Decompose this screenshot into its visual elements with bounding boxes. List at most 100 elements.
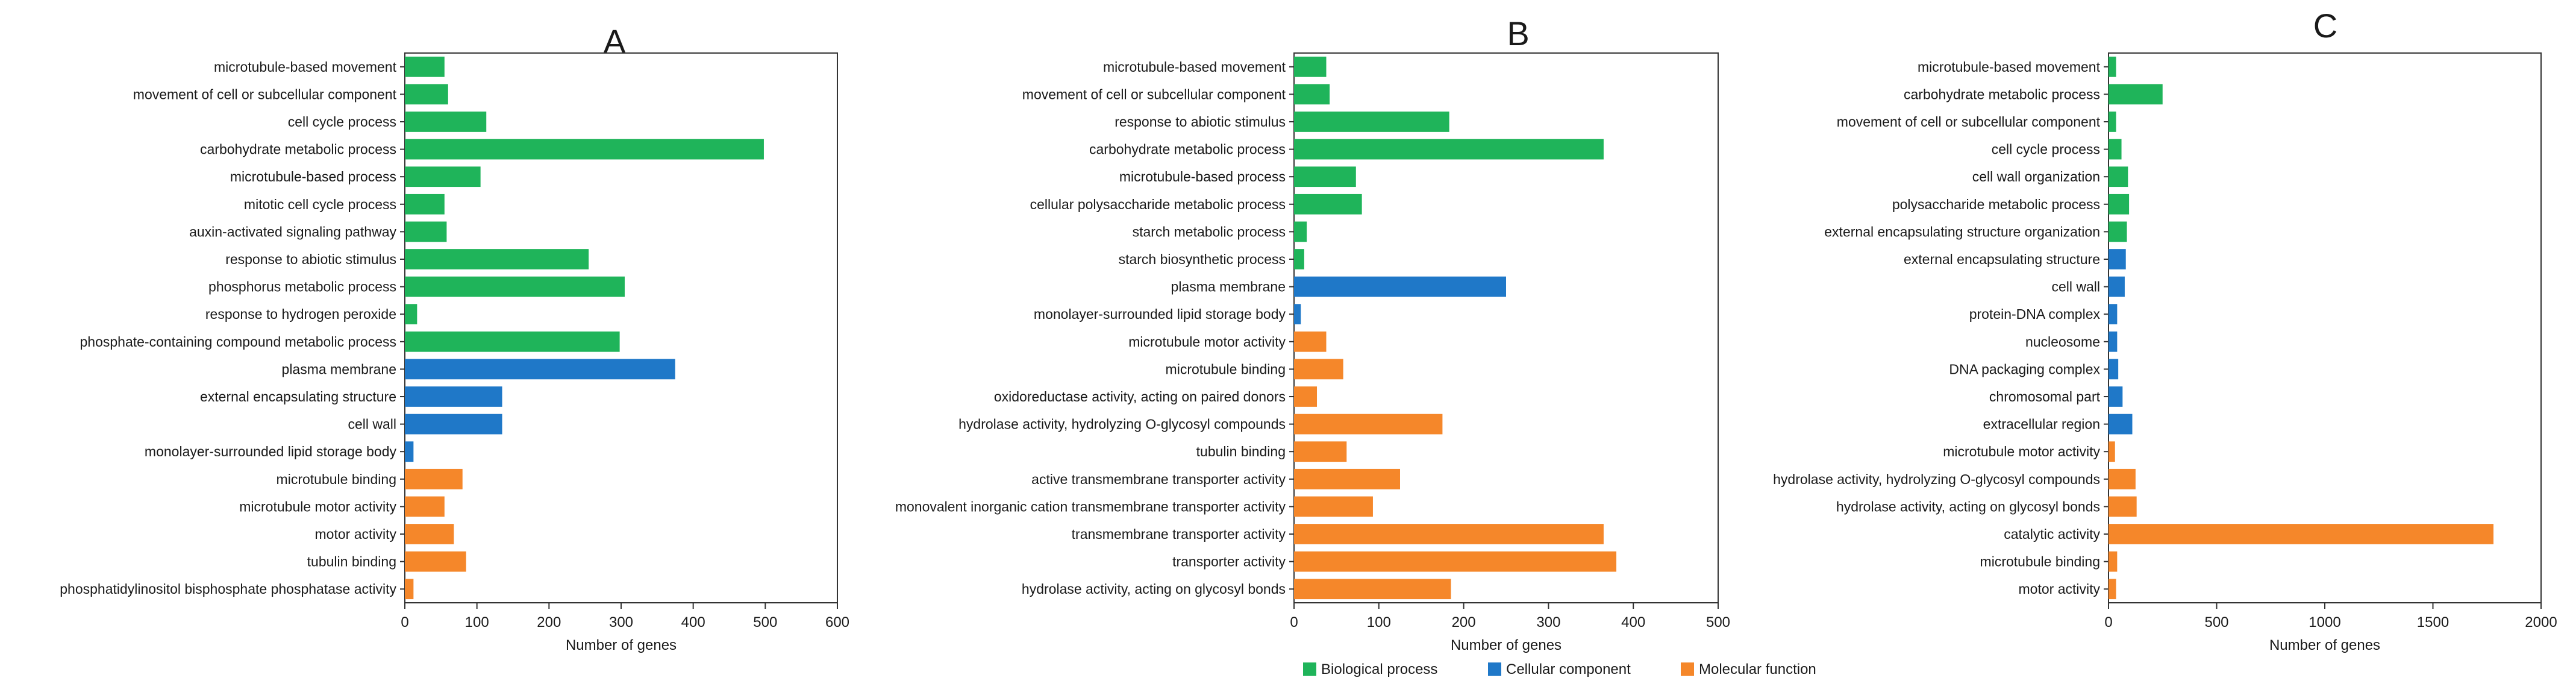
bar [2109,221,2127,242]
x-axis-title: Number of genes [566,637,677,653]
panel-title: B [1507,14,1529,52]
category-label: hydrolase activity, acting on glycosyl b… [1022,581,1286,597]
category-label: microtubule binding [1166,361,1286,377]
x-tick-label: 2000 [2525,614,2557,631]
category-label: tubulin binding [1196,444,1286,459]
category-label: microtubule motor activity [1128,334,1286,350]
bar [2109,579,2116,600]
category-label: monovalent inorganic cation transmembran… [895,499,1286,514]
x-tick-label: 500 [1706,614,1730,631]
bar [405,496,445,517]
x-tick-label: 0 [401,614,408,631]
legend-swatch [1303,662,1316,676]
x-tick-label: 1500 [2417,614,2449,631]
category-label: protein-DNA complex [1969,306,2101,322]
x-tick-label: 200 [1452,614,1476,631]
x-tick-label: 0 [1290,614,1298,631]
bar [1294,221,1307,242]
plot-frame [2108,52,2542,603]
bar [1294,524,1604,544]
x-tick-label: 300 [1536,614,1560,631]
panel-title: C [2313,7,2337,45]
bar [405,221,447,242]
legend-label: Biological process [1321,661,1437,678]
category-label: motor activity [315,526,397,542]
category-label: cell cycle process [288,114,396,130]
category-label: monolayer-surrounded lipid storage body [145,444,397,459]
category-label: external encapsulating structure [200,389,396,404]
bar [405,468,463,489]
bar [2109,193,2130,215]
category-label: microtubule binding [277,471,396,487]
x-axis-title: Number of genes [2269,637,2380,653]
bar [2109,468,2136,489]
category-label: cell wall organization [1972,169,2100,184]
category-label: phosphorus metabolic process [208,279,396,295]
bar [2109,84,2163,105]
category-label: motor activity [2019,581,2101,597]
bar [1294,112,1449,132]
category-label: cell cycle process [1992,142,2100,157]
x-tick-label: 300 [609,614,633,631]
category-label: phosphatidylinositol bisphosphate phosph… [60,581,396,597]
bar [2109,304,2118,325]
bar [1294,304,1301,325]
x-tick-label: 0 [2104,614,2112,631]
bar [405,193,445,215]
bar [2109,276,2125,297]
category-label: microtubule-based movement [1103,59,1286,75]
bar [2109,551,2118,572]
x-tick-label: 500 [2204,614,2228,631]
bar [1294,166,1356,187]
bar [1294,468,1400,489]
bar [2109,56,2116,77]
category-label: response to abiotic stimulus [1114,114,1286,130]
category-label: oxidoreductase activity, acting on paire… [994,389,1286,404]
category-label: chromosomal part [1989,389,2101,404]
bar [1294,84,1330,105]
x-tick-label: 100 [1367,614,1391,631]
category-label: microtubule-based process [230,169,396,184]
bar [405,139,764,160]
category-label: movement of cell or subcellular componen… [133,86,397,102]
category-label: hydrolase activity, acting on glycosyl b… [1836,499,2100,514]
bar [1294,441,1347,462]
bar [405,56,445,77]
category-label: movement of cell or subcellular componen… [1022,86,1286,102]
bar [405,84,448,105]
category-label: transporter activity [1172,554,1286,570]
bar [1294,249,1304,269]
bar [405,166,481,187]
bar [2109,496,2137,517]
bar [405,386,502,407]
category-label: plasma membrane [1171,279,1286,295]
bar [405,112,487,132]
bar [405,276,625,297]
category-label: microtubule motor activity [239,499,396,514]
bar [2109,112,2116,132]
bar [405,551,466,572]
bar [1294,139,1604,160]
bar [1294,193,1362,215]
bar [1294,386,1318,407]
category-label: extracellular region [1983,417,2100,432]
bar [1294,579,1451,600]
category-label: microtubule-based process [1119,169,1286,184]
bar [2109,441,2115,462]
bar [1294,359,1343,380]
category-label: catalytic activity [2004,526,2100,542]
bar [405,524,454,544]
bar [1294,276,1506,297]
bar [2109,359,2119,380]
category-label: hydrolase activity, hydrolyzing O-glycos… [1773,471,2100,487]
category-label: monolayer-surrounded lipid storage body [1034,306,1286,322]
category-label: transmembrane transporter activity [1072,526,1286,542]
bar [1294,56,1327,77]
legend-label: Cellular component [1506,661,1631,678]
category-label: active transmembrane transporter activit… [1031,471,1286,487]
category-label: mitotic cell cycle process [244,197,396,212]
x-axis-title: Number of genes [1451,637,1562,653]
